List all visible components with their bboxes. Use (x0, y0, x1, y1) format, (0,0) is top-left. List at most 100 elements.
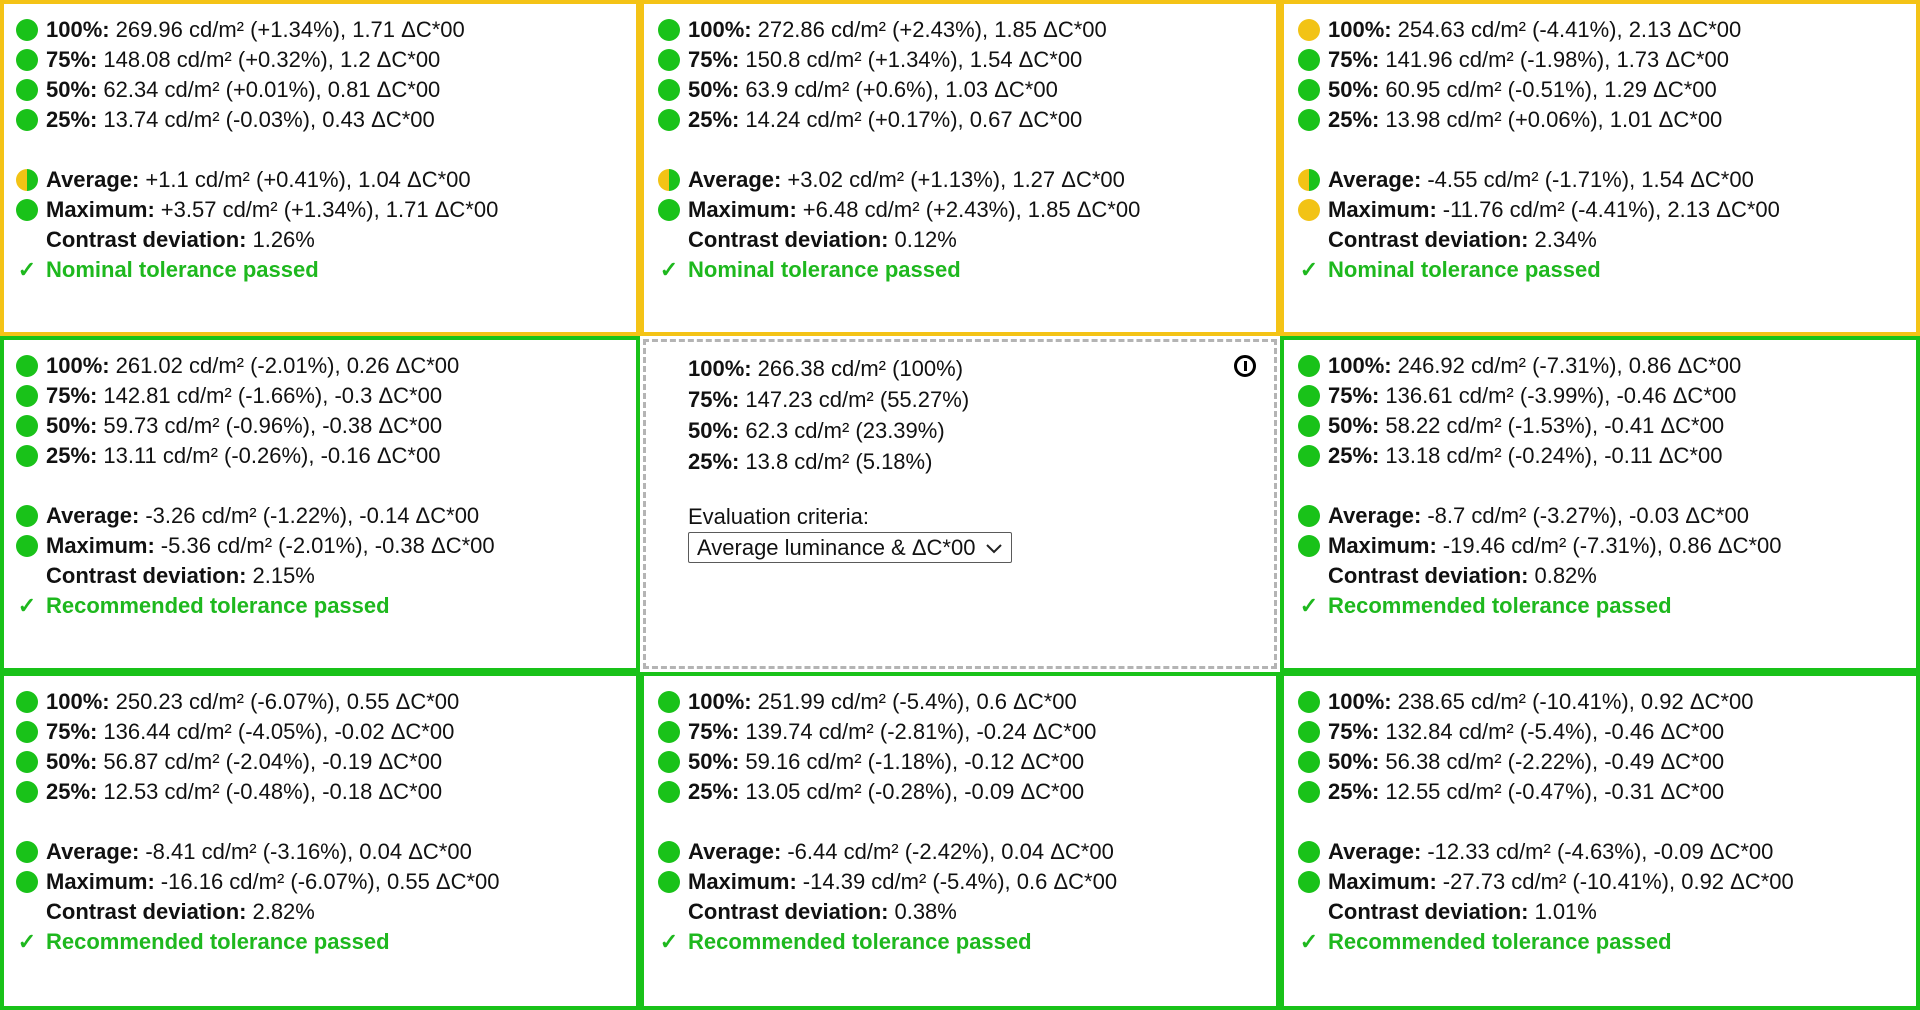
row-label: 25%: (688, 779, 740, 804)
average-row: Average: -8.7 cd/m² (-3.27%), -0.03 ΔC*00 (1298, 501, 1916, 531)
status-dot-icon (1298, 535, 1320, 557)
measurement-row: 100%: 238.65 cd/m² (-10.41%), 0.92 ΔC*00 (1298, 687, 1916, 717)
row-label: 75%: (1328, 383, 1380, 408)
row-value: 139.74 cd/m² (-2.81%), -0.24 ΔC*00 (745, 719, 1097, 744)
average-row: Average: +1.1 cd/m² (+0.41%), 1.04 ΔC*00 (16, 165, 636, 195)
average-row: Average: -8.41 cd/m² (-3.16%), 0.04 ΔC*00 (16, 837, 636, 867)
maximum-row: Maximum: +6.48 cd/m² (+2.43%), 1.85 ΔC*00 (658, 195, 1276, 225)
row-label: 100%: (688, 689, 752, 714)
reference-row: 25%: 13.8 cd/m² (5.18%) (688, 446, 1274, 477)
average-row: Average: -3.26 cd/m² (-1.22%), -0.14 ΔC*0… (16, 501, 636, 531)
status-dot-icon (16, 385, 38, 407)
measurement-row: 75%: 132.84 cd/m² (-5.4%), -0.46 ΔC*00 (1298, 717, 1916, 747)
contrast-row: Contrast deviation: 2.82% (16, 897, 636, 927)
row-label: Contrast deviation: (1328, 899, 1529, 924)
row-label: 100%: (688, 17, 752, 42)
status-dot-icon (16, 415, 38, 437)
result-text: Nominal tolerance passed (46, 257, 319, 282)
row-label: 100%: (46, 17, 110, 42)
row-label: 100%: (1328, 17, 1392, 42)
status-dot-icon (658, 109, 680, 131)
status-dot-icon (1298, 721, 1320, 743)
row-value: 266.38 cd/m² (100%) (757, 355, 964, 381)
status-dot-icon (1298, 19, 1320, 41)
status-dot-icon (658, 199, 680, 221)
measurement-row: 100%: 272.86 cd/m² (+2.43%), 1.85 ΔC*00 (658, 15, 1276, 45)
measurement-row: 100%: 261.02 cd/m² (-2.01%), 0.26 ΔC*00 (16, 351, 636, 381)
row-label: Contrast deviation: (46, 899, 247, 924)
result-text: Recommended tolerance passed (688, 929, 1032, 954)
row-value: 132.84 cd/m² (-5.4%), -0.46 ΔC*00 (1385, 719, 1725, 744)
row-label: Maximum: (46, 197, 155, 222)
status-dot-icon (1298, 109, 1320, 131)
row-label: 25%: (688, 448, 740, 474)
row-label: 25%: (1328, 779, 1380, 804)
row-label: 100%: (1328, 353, 1392, 378)
row-value: 56.87 cd/m² (-2.04%), -0.19 ΔC*00 (103, 749, 443, 774)
status-dot-icon (1298, 199, 1320, 221)
status-dot-icon (16, 19, 38, 41)
row-value: 13.98 cd/m² (+0.06%), 1.01 ΔC*00 (1385, 107, 1723, 132)
row-value: -27.73 cd/m² (-10.41%), 0.92 ΔC*00 (1442, 869, 1794, 894)
row-value: 141.96 cd/m² (-1.98%), 1.73 ΔC*00 (1385, 47, 1730, 72)
row-value: 238.65 cd/m² (-10.41%), 0.92 ΔC*00 (1397, 689, 1754, 714)
row-label: 75%: (1328, 47, 1380, 72)
row-value: 150.8 cd/m² (+1.34%), 1.54 ΔC*00 (745, 47, 1083, 72)
status-dot-icon (16, 691, 38, 713)
row-label: Maximum: (1328, 869, 1437, 894)
row-label: 50%: (46, 77, 98, 102)
measurement-row: 75%: 142.81 cd/m² (-1.66%), -0.3 ΔC*00 (16, 381, 636, 411)
measurement-row: 75%: 136.44 cd/m² (-4.05%), -0.02 ΔC*00 (16, 717, 636, 747)
result-row: ✓ Recommended tolerance passed (1298, 591, 1916, 621)
average-row: Average: -4.55 cd/m² (-1.71%), 1.54 ΔC*00 (1298, 165, 1916, 195)
info-circle-icon[interactable] (1234, 355, 1256, 377)
row-label: 50%: (1328, 749, 1380, 774)
status-dot-icon (658, 841, 680, 863)
measurement-row: 100%: 250.23 cd/m² (-6.07%), 0.55 ΔC*00 (16, 687, 636, 717)
row-value: 136.44 cd/m² (-4.05%), -0.02 ΔC*00 (103, 719, 455, 744)
row-label: Contrast deviation: (1328, 563, 1529, 588)
row-label: Average: (1328, 503, 1422, 528)
row-label: 50%: (1328, 413, 1380, 438)
status-dot-icon (1298, 751, 1320, 773)
checkmark-icon: ✓ (659, 257, 679, 282)
uniformity-cell-bottom-right: 100%: 238.65 cd/m² (-10.41%), 0.92 ΔC*00 … (1280, 672, 1920, 1010)
uniformity-cell-bottom-center: 100%: 251.99 cd/m² (-5.4%), 0.6 ΔC*00 75%… (640, 672, 1280, 1010)
checkmark-icon: ✓ (17, 257, 37, 282)
status-dot-icon (1298, 781, 1320, 803)
row-label: Maximum: (688, 869, 797, 894)
status-dot-icon (1298, 385, 1320, 407)
row-label: Average: (46, 503, 140, 528)
result-text: Recommended tolerance passed (46, 929, 390, 954)
measurement-row: 100%: 251.99 cd/m² (-5.4%), 0.6 ΔC*00 (658, 687, 1276, 717)
result-text: Recommended tolerance passed (1328, 929, 1672, 954)
row-value: 56.38 cd/m² (-2.22%), -0.49 ΔC*00 (1385, 749, 1725, 774)
status-dot-icon (658, 781, 680, 803)
row-label: 25%: (1328, 443, 1380, 468)
measurement-row: 75%: 150.8 cd/m² (+1.34%), 1.54 ΔC*00 (658, 45, 1276, 75)
measurement-row: 75%: 141.96 cd/m² (-1.98%), 1.73 ΔC*00 (1298, 45, 1916, 75)
row-value: 254.63 cd/m² (-4.41%), 2.13 ΔC*00 (1397, 17, 1742, 42)
measurement-row: 75%: 139.74 cd/m² (-2.81%), -0.24 ΔC*00 (658, 717, 1276, 747)
status-dot-icon (1298, 841, 1320, 863)
status-dot-icon (1298, 415, 1320, 437)
result-row: ✓ Recommended tolerance passed (658, 927, 1276, 957)
measurement-row: 100%: 246.92 cd/m² (-7.31%), 0.86 ΔC*00 (1298, 351, 1916, 381)
contrast-row: Contrast deviation: 2.34% (1298, 225, 1916, 255)
result-row: ✓ Recommended tolerance passed (16, 927, 636, 957)
row-value: +1.1 cd/m² (+0.41%), 1.04 ΔC*00 (145, 167, 471, 192)
contrast-row: Contrast deviation: 1.26% (16, 225, 636, 255)
row-label: 25%: (46, 107, 98, 132)
measurement-row: 50%: 59.73 cd/m² (-0.96%), -0.38 ΔC*00 (16, 411, 636, 441)
maximum-row: Maximum: -19.46 cd/m² (-7.31%), 0.86 ΔC*0… (1298, 531, 1916, 561)
row-value: 59.16 cd/m² (-1.18%), -0.12 ΔC*00 (745, 749, 1085, 774)
row-value: 13.11 cd/m² (-0.26%), -0.16 ΔC*00 (103, 443, 441, 468)
evaluation-criteria-select[interactable]: Average luminance & ΔC*00 (688, 532, 1013, 563)
row-value: 246.92 cd/m² (-7.31%), 0.86 ΔC*00 (1397, 353, 1742, 378)
row-value: -5.36 cd/m² (-2.01%), -0.38 ΔC*00 (160, 533, 495, 558)
row-value: -19.46 cd/m² (-7.31%), 0.86 ΔC*00 (1442, 533, 1782, 558)
status-dot-icon (16, 781, 38, 803)
reference-row: 100%: 266.38 cd/m² (100%) (688, 353, 1274, 384)
row-label: 25%: (46, 779, 98, 804)
status-dot-icon (16, 445, 38, 467)
